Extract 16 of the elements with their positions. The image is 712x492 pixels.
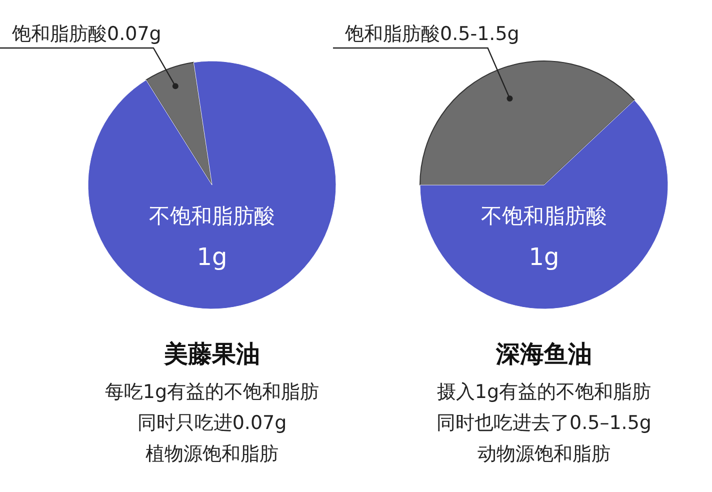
text: 美藤果油: [163, 340, 260, 368]
pie-slice: [420, 100, 668, 310]
text: 深海鱼油: [495, 340, 592, 368]
text: 摄入1g有益的不饱和脂肪: [436, 381, 652, 403]
text: 每吃1g有益的不饱和脂肪: [104, 381, 320, 403]
text: 植物源饱和脂肪: [146, 443, 278, 465]
text: 同时也吃进去了0.5–1.5g: [436, 412, 652, 434]
text: 同时只吃进0.07g: [137, 412, 287, 434]
pie-slice: [420, 60, 635, 186]
slice-label: 不饱和脂肪酸 1g: [481, 204, 607, 271]
text: 动物源饱和脂肪: [478, 443, 610, 465]
slice-label: 饱和脂肪酸0.5-1.5g: [344, 23, 520, 45]
slice-label: 饱和脂肪酸0.07g: [11, 23, 162, 45]
slice-label: 不饱和脂肪酸 1g: [149, 204, 275, 271]
pie-slice: [146, 62, 212, 186]
pie-slice: [88, 60, 336, 310]
